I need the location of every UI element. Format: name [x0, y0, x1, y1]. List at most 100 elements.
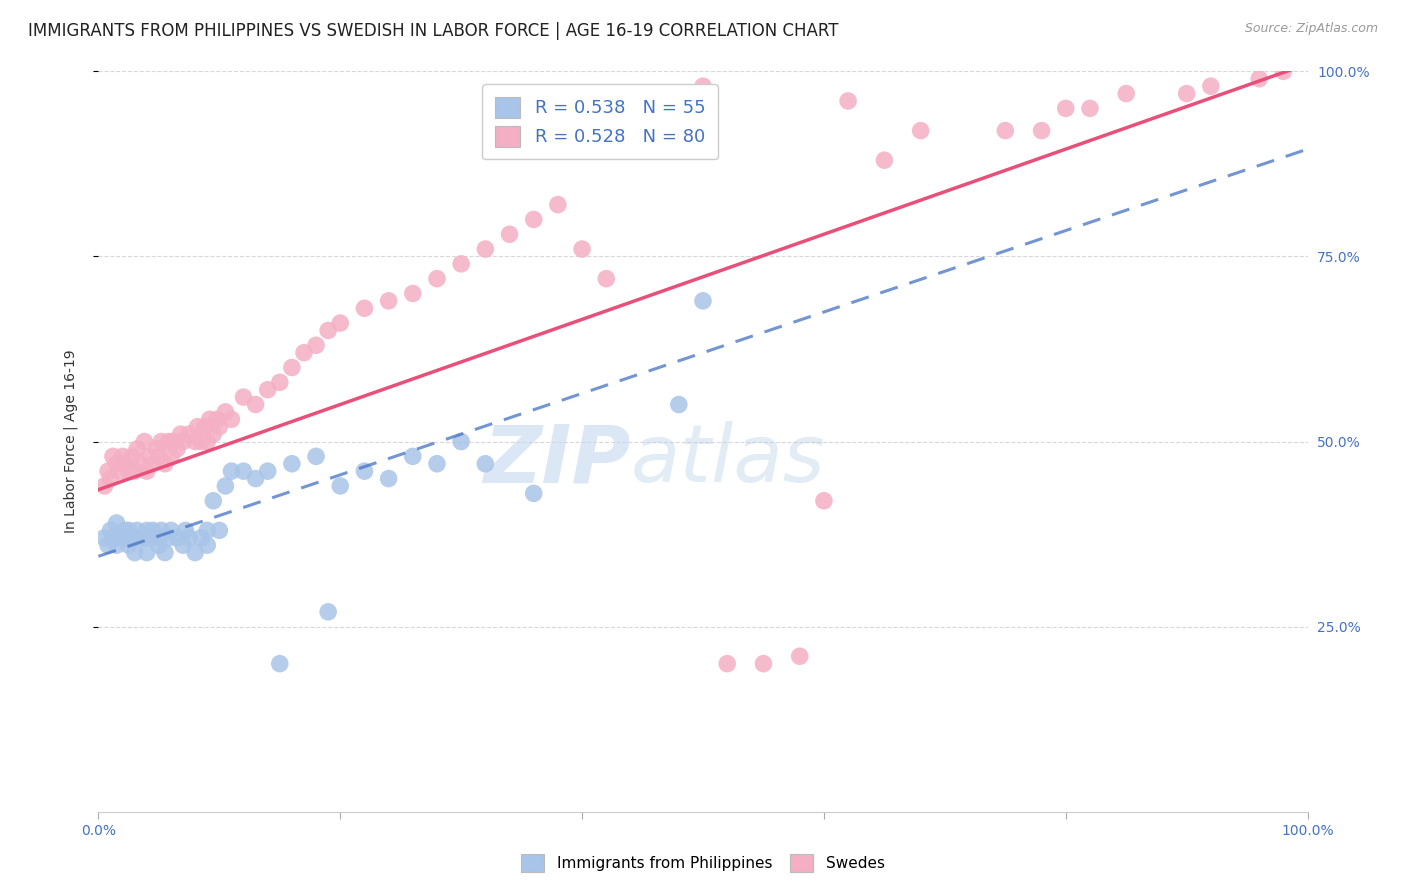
Point	[329, 316, 352, 330]
Point	[245, 398, 267, 412]
Point	[208, 524, 231, 538]
Point	[716, 657, 738, 671]
Point	[111, 450, 134, 464]
Point	[129, 457, 152, 471]
Point	[142, 524, 165, 538]
Point	[124, 464, 146, 478]
Point	[187, 419, 209, 434]
Point	[101, 450, 124, 464]
Point	[837, 94, 859, 108]
Point	[692, 79, 714, 94]
Point	[198, 412, 221, 426]
Point	[114, 524, 136, 538]
Point	[184, 434, 207, 449]
Point	[179, 427, 201, 442]
Legend: R = 0.538   N = 55, R = 0.528   N = 80: R = 0.538 N = 55, R = 0.528 N = 80	[482, 84, 718, 159]
Point	[93, 479, 115, 493]
Point	[910, 123, 932, 137]
Point	[595, 271, 617, 285]
Point	[1249, 71, 1271, 86]
Point	[172, 434, 194, 449]
Point	[162, 434, 184, 449]
Point	[316, 605, 339, 619]
Point	[752, 657, 775, 671]
Point	[523, 486, 546, 500]
Point	[166, 442, 188, 456]
Y-axis label: In Labor Force | Age 16-19: In Labor Force | Age 16-19	[63, 350, 77, 533]
Point	[214, 479, 236, 493]
Point	[789, 649, 811, 664]
Point	[108, 464, 131, 478]
Point	[232, 390, 254, 404]
Point	[101, 531, 124, 545]
Point	[1078, 102, 1101, 116]
Text: atlas: atlas	[630, 421, 825, 499]
Point	[190, 531, 212, 545]
Point	[184, 546, 207, 560]
Point	[105, 538, 128, 552]
Text: Source: ZipAtlas.com: Source: ZipAtlas.com	[1244, 22, 1378, 36]
Point	[124, 546, 146, 560]
Point	[179, 531, 201, 545]
Point	[644, 109, 666, 123]
Point	[205, 412, 228, 426]
Point	[1054, 102, 1077, 116]
Point	[1199, 79, 1222, 94]
Point	[138, 450, 160, 464]
Point	[157, 434, 180, 449]
Point	[208, 419, 231, 434]
Point	[474, 457, 496, 471]
Point	[195, 524, 218, 538]
Point	[97, 538, 120, 552]
Point	[100, 471, 122, 485]
Point	[100, 524, 122, 538]
Point	[474, 242, 496, 256]
Point	[256, 383, 278, 397]
Point	[668, 398, 690, 412]
Point	[202, 493, 225, 508]
Point	[214, 405, 236, 419]
Point	[547, 197, 569, 211]
Point	[402, 286, 425, 301]
Point	[121, 531, 143, 545]
Point	[148, 538, 170, 552]
Point	[118, 464, 141, 478]
Point	[256, 464, 278, 478]
Point	[150, 434, 173, 449]
Point	[269, 376, 291, 390]
Point	[692, 293, 714, 308]
Point	[377, 293, 399, 308]
Point	[134, 434, 156, 449]
Point	[450, 257, 472, 271]
Point	[157, 531, 180, 545]
Point	[329, 479, 352, 493]
Point	[118, 538, 141, 552]
Point	[135, 524, 157, 538]
Point	[114, 457, 136, 471]
Point	[813, 493, 835, 508]
Point	[305, 450, 328, 464]
Point	[153, 546, 176, 560]
Point	[160, 524, 183, 538]
Point	[195, 538, 218, 552]
Point	[1175, 87, 1198, 101]
Text: ZIP: ZIP	[484, 421, 630, 499]
Point	[316, 324, 339, 338]
Point	[145, 442, 167, 456]
Point	[135, 464, 157, 478]
Point	[1031, 123, 1053, 137]
Point	[305, 338, 328, 352]
Point	[571, 242, 593, 256]
Point	[221, 464, 243, 478]
Point	[245, 471, 267, 485]
Point	[190, 434, 212, 449]
Point	[153, 457, 176, 471]
Point	[129, 531, 152, 545]
Point	[498, 227, 520, 242]
Point	[118, 524, 141, 538]
Point	[402, 450, 425, 464]
Point	[1115, 87, 1137, 101]
Point	[172, 538, 194, 552]
Point	[138, 531, 160, 545]
Point	[353, 301, 375, 316]
